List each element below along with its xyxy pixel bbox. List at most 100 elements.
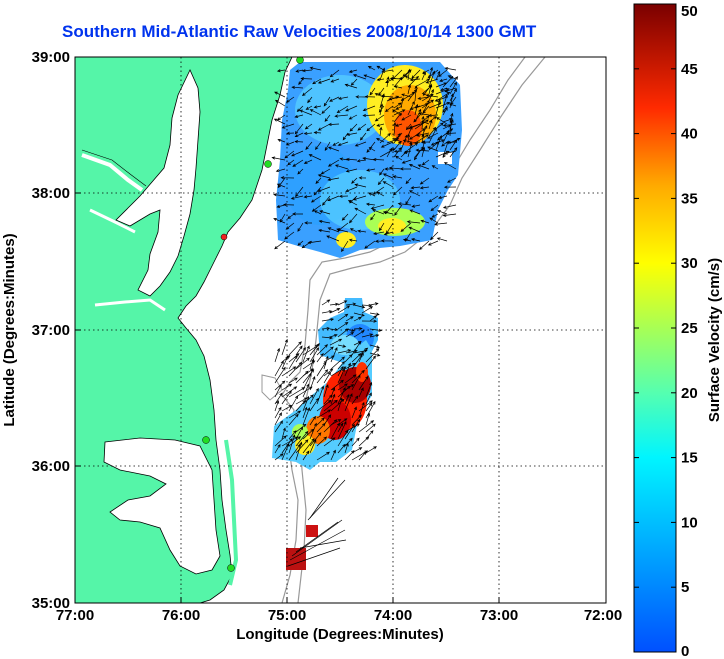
velocity-vector [327, 146, 340, 152]
y-tick-labels: 35:00 36:00 37:00 38:00 39:00 [32, 49, 70, 612]
velocity-vector [313, 105, 322, 109]
velocity-vector [393, 76, 403, 88]
velocity-vector [414, 134, 429, 144]
velocity-vector [393, 109, 406, 116]
velocity-vector [330, 422, 340, 440]
velocity-vector [354, 207, 367, 215]
velocity-vector [365, 412, 371, 426]
velocity-vector [372, 157, 385, 162]
velocity-vector [443, 185, 457, 189]
velocity-vector [295, 521, 339, 553]
velocity-vector [344, 442, 349, 454]
velocity-vector [384, 105, 394, 112]
velocity-vector [351, 340, 362, 356]
velocity-vector [302, 395, 310, 412]
velocity-vector [393, 112, 402, 123]
velocity-vector [439, 78, 448, 82]
velocity-vector [409, 209, 421, 215]
velocity-vector [281, 366, 297, 377]
velocity-vector [288, 395, 299, 412]
velocity-vector [407, 142, 413, 158]
radar-station-marker[interactable] [220, 233, 228, 241]
velocity-vector [365, 202, 376, 206]
y-axis-title: Latitude (Degrees:Minutes) [1, 233, 18, 426]
velocity-vector [442, 213, 457, 217]
velocity-vector [295, 345, 303, 356]
y-tick-label: 39:00 [32, 49, 70, 66]
velocity-vector [344, 362, 351, 377]
velocity-vector [302, 407, 311, 426]
velocity-vector [274, 412, 282, 426]
velocity-vector [341, 213, 349, 221]
velocity-vector [419, 177, 430, 185]
velocity-vector [357, 123, 367, 131]
velocity-vector [288, 377, 298, 384]
radar-station-marker[interactable] [296, 57, 304, 64]
velocity-vector [379, 132, 391, 144]
velocity-vector [316, 409, 332, 419]
velocity-vector [362, 105, 376, 112]
velocity-vector [369, 352, 381, 357]
velocity-vector [386, 76, 390, 88]
velocity-vector [345, 186, 358, 192]
radar-station-marker[interactable] [227, 564, 235, 572]
velocity-vector [294, 114, 304, 118]
radar-station-marker[interactable] [264, 160, 272, 168]
velocity-vector [351, 374, 361, 391]
velocity-vector [380, 141, 394, 148]
velocity-vector [341, 240, 349, 253]
velocity-vector [303, 195, 313, 199]
velocity-vector [399, 167, 412, 171]
river-james [94, 298, 166, 312]
velocity-vector [330, 356, 345, 370]
velocity-vector [330, 449, 336, 461]
velocity-vector [365, 355, 376, 370]
velocity-vector [419, 186, 430, 190]
velocity-vector [353, 327, 363, 331]
velocity-vector [361, 333, 374, 338]
colorbar-tick-label: 45 [681, 61, 698, 78]
colorbar-tick-label: 15 [681, 450, 698, 467]
grid-lines [75, 57, 606, 603]
velocity-vector [345, 157, 358, 161]
velocity-vector [327, 177, 340, 182]
velocity-vector [353, 304, 366, 309]
velocity-vector [414, 108, 422, 123]
velocity-vector [449, 112, 454, 123]
velocity-vector [428, 119, 433, 130]
velocity-vector [295, 69, 304, 73]
velocity-vector [358, 436, 370, 447]
velocity-vector [302, 383, 310, 398]
velocity-vector [296, 105, 304, 113]
velocity-vector [379, 93, 385, 109]
velocity-vector [361, 319, 378, 323]
high-velocity-cell [286, 548, 306, 570]
x-tick-label: 77:00 [56, 607, 94, 624]
velocity-vector [358, 400, 373, 412]
velocity-vector [291, 519, 343, 557]
velocity-vector [342, 132, 349, 141]
velocity-vector [393, 102, 402, 109]
velocity-vector [323, 346, 334, 356]
pamlico-sound [103, 437, 221, 575]
velocity-vector [414, 128, 426, 137]
velocity-vector [414, 103, 419, 116]
high-velocity-cell [306, 525, 318, 537]
velocity-vector [348, 238, 358, 242]
velocity-vector [288, 413, 299, 426]
velocity-vector [431, 165, 439, 170]
velocity-vector [329, 333, 338, 338]
velocity-vector [407, 142, 419, 151]
colorbar-tick-label: 20 [681, 385, 698, 402]
velocity-vector [430, 204, 439, 212]
velocity-vector [401, 159, 412, 164]
velocity-vector [417, 164, 430, 170]
velocity-vector [348, 69, 358, 73]
velocity-vector [382, 210, 394, 215]
velocity-vector [274, 384, 282, 398]
velocity-vector [313, 210, 322, 215]
radar-station-marker[interactable] [202, 436, 210, 444]
velocity-vector [317, 123, 331, 131]
velocity-vector [435, 70, 441, 81]
colorbar-label: Surface Velocity (cm/s) [706, 258, 723, 422]
